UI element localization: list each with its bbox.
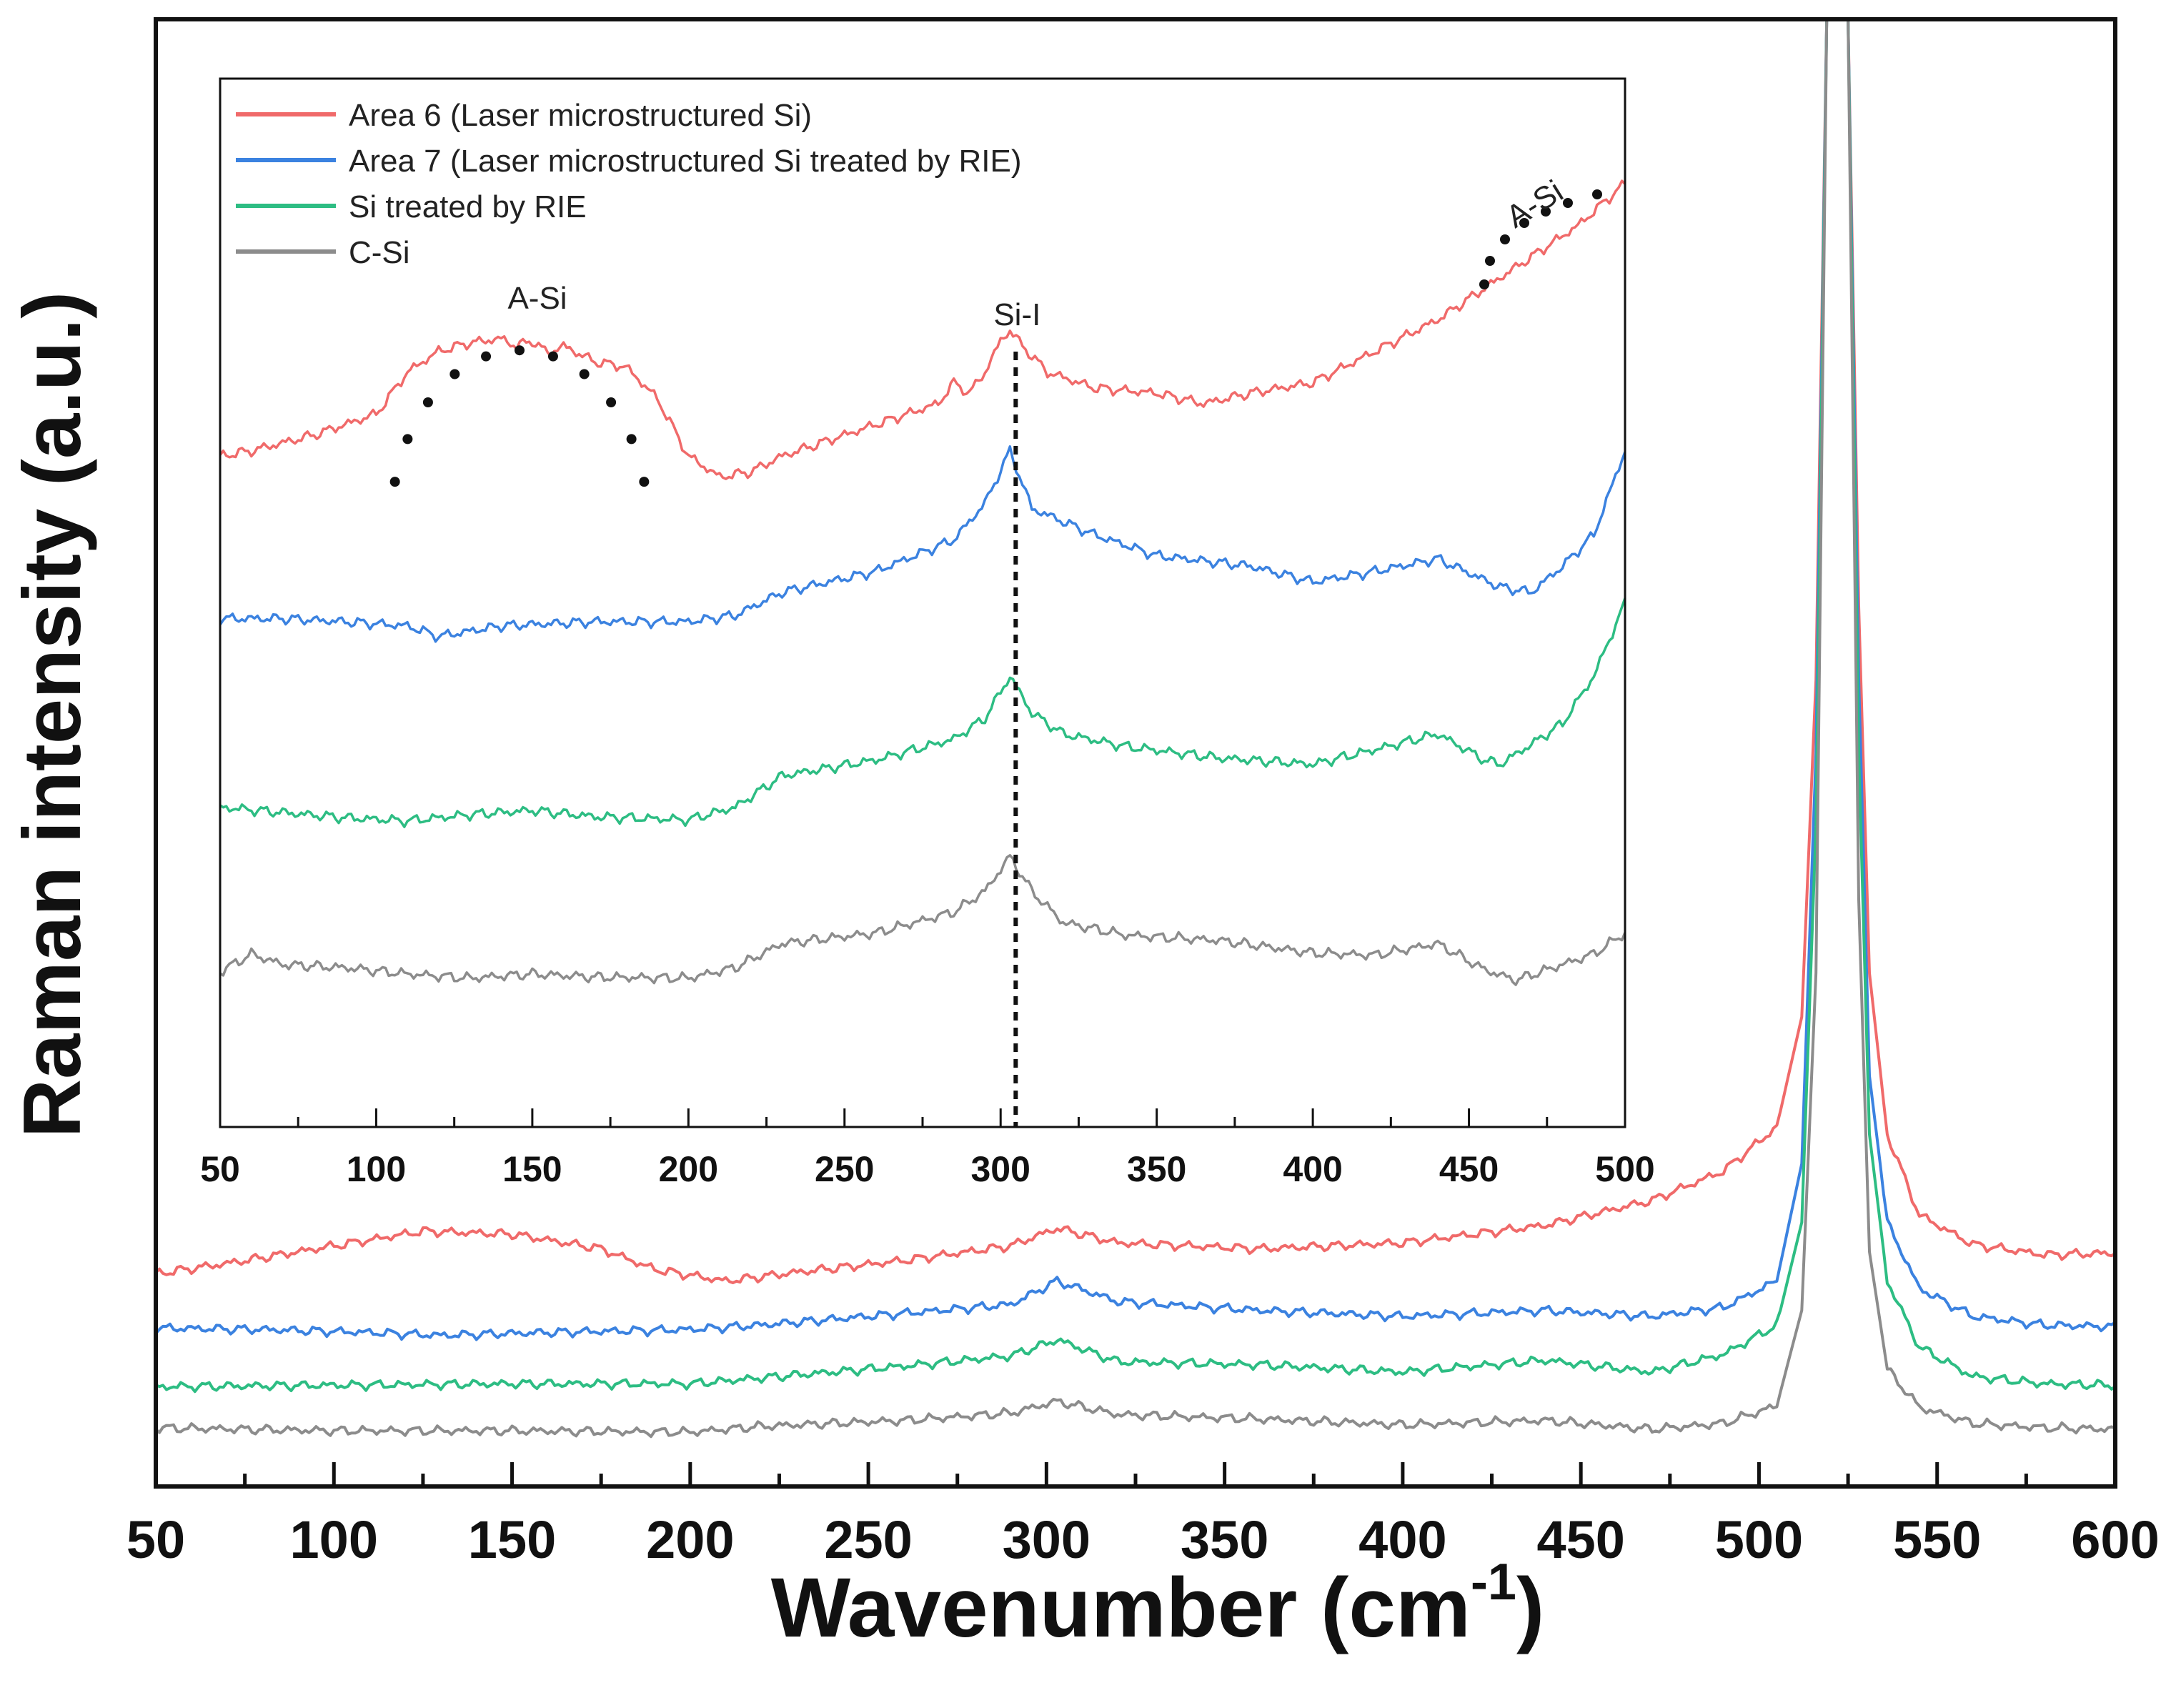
a-si-label-left: A-Si [507,281,567,316]
inset-series-area-6 [219,179,1626,480]
a-si-arc-dot [547,351,558,362]
a-si-arc-dot [1563,198,1573,208]
inset-series-si-treated-by-rie [219,597,1626,828]
a-si-arc-dot [579,369,590,379]
inset-x-ticks [219,1108,1626,1127]
main-series-area-6 [158,21,2113,1284]
main-x-ticks [154,1462,2117,1486]
legend-label-si-treated-by-rie: Si treated by RIE [349,189,587,224]
x-axis-title: Wavenumber (cm-1) [771,1554,1545,1655]
inset-plot: A-Si Si-IA-Si 50 100 150 200 250 300 350 400 450 5… [200,77,1655,1189]
x-axis-title-main: Wavenumber (cm [771,1561,1471,1655]
si-i-label: Si-I [993,297,1040,332]
legend-label-area-6: Area 6 (Laser microstructured Si) [349,98,812,133]
a-si-arc-dot [1541,207,1551,217]
main-plot: 50 100 150 200 250 300 350 400 450 500 550 600 [126,17,2160,1569]
main-x-tick-label: 350 [1181,1510,1268,1569]
inset-x-tick-label: 50 [200,1149,240,1189]
main-x-tick-label: 50 [126,1510,185,1569]
a-si-arc-dot [1592,189,1602,199]
inset-x-tick-label: 400 [1283,1149,1342,1189]
inset-x-tick-label: 450 [1439,1149,1499,1189]
inset-series-area-7 [219,445,1626,643]
inset-x-tick-label: 350 [1127,1149,1186,1189]
a-si-arc-dot [639,477,650,487]
inset-x-tick-label: 250 [815,1149,874,1189]
main-series-group [158,21,2113,1439]
a-si-arc-dot [389,477,400,487]
inset-x-tick-label: 100 [347,1149,406,1189]
main-x-tick-label: 150 [468,1510,556,1569]
inset-plot-background [220,79,1625,1127]
a-si-arc-dot [515,345,525,356]
main-series-si-treated-by-rie [158,21,2113,1394]
x-axis-title-close: ) [1516,1561,1544,1655]
a-si-arc-dot [626,434,637,445]
main-series-c-si [158,21,2113,1439]
a-si-arc-dot [1479,279,1489,289]
a-si-arc-dot [606,397,617,407]
main-x-tick-label: 400 [1358,1510,1446,1569]
inset-x-tick-label: 150 [502,1149,562,1189]
a-si-arc-dot [1500,234,1510,244]
x-axis-title-superscript: -1 [1471,1554,1516,1611]
main-x-tick-label: 200 [646,1510,734,1569]
inset-x-tick-label: 300 [971,1149,1030,1189]
inset-x-tick-label: 200 [659,1149,718,1189]
inset-x-tick-labels: 50 100 150 200 250 300 350 400 450 500 [200,1149,1655,1189]
a-si-arc-dot [449,369,460,379]
legend-label-area-7: Area 7 (Laser microstructured Si treated… [349,144,1021,179]
a-si-arc-dot [402,434,413,445]
main-x-tick-label: 100 [290,1510,378,1569]
main-x-tick-label: 600 [2071,1510,2159,1569]
main-x-tick-label: 450 [1536,1510,1624,1569]
main-x-tick-label: 300 [1003,1510,1091,1569]
main-x-tick-label: 550 [1893,1510,1981,1569]
legend-label-c-si: C-Si [349,235,410,270]
a-si-arc-dot [1519,218,1529,228]
inset-series-c-si [219,854,1626,986]
inset-x-tick-label: 500 [1595,1149,1654,1189]
inset-series-group [219,179,1626,986]
a-si-arc-dot [422,397,433,407]
y-axis-title: Raman intensity (a.u.) [7,292,98,1138]
main-x-tick-labels: 50 100 150 200 250 300 350 400 450 500 550 600 [126,1510,2160,1569]
a-si-arc-dot [481,351,492,362]
main-series-area-7 [158,21,2113,1341]
a-si-arc-dot [1485,256,1495,266]
inset-legend: Area 6 (Laser microstructured Si) Area 7 … [236,98,1021,270]
main-x-tick-label: 500 [1715,1510,1803,1569]
main-x-tick-label: 250 [824,1510,912,1569]
